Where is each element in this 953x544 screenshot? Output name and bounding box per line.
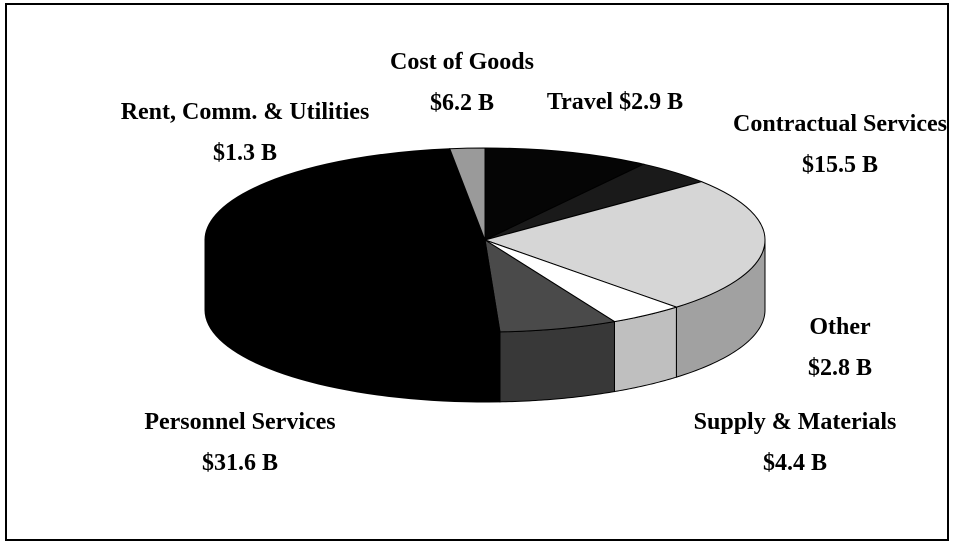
category-label: Personnel Services [144,409,336,435]
slice-side [499,320,615,403]
slice-wall [499,320,615,403]
value-label: $4.4 B [762,450,827,476]
slice-label: Cost of Goods $6.2 B [352,42,572,124]
frame [5,3,949,541]
slice-label: Personnel Services $31.6 B [100,402,380,484]
slice [204,148,501,333]
slice-label: Travel $2.9 B [495,82,735,123]
slice [484,147,646,241]
value-label: $6.2 B [429,90,494,116]
value-label: $2.8 B [807,355,872,381]
pie-tops [204,147,766,333]
slice [449,147,486,241]
category-label: Travel [546,89,614,115]
slice-label: Supply & Materials $4.4 B [655,402,935,484]
value-label: $1.3 B [212,140,277,166]
category-label: Rent, Comm. & Utilities [120,99,370,125]
category-label: Other [809,314,871,340]
slice-label: Contractual Services $15.5 B [733,104,948,186]
value-label: $31.6 B [201,450,278,476]
category-label: Supply & Materials [693,409,897,435]
slice [484,238,616,333]
value-label: $15.5 B [801,152,878,178]
category-label: Cost of Goods [389,49,534,75]
slice-label: Rent, Comm. & Utilities $1.3 B [80,92,410,174]
value-label: $2.9 B [619,89,684,115]
slice-label: Other $2.8 B [780,307,900,389]
slice [483,181,766,308]
category-label: Contractual Services [733,111,947,137]
